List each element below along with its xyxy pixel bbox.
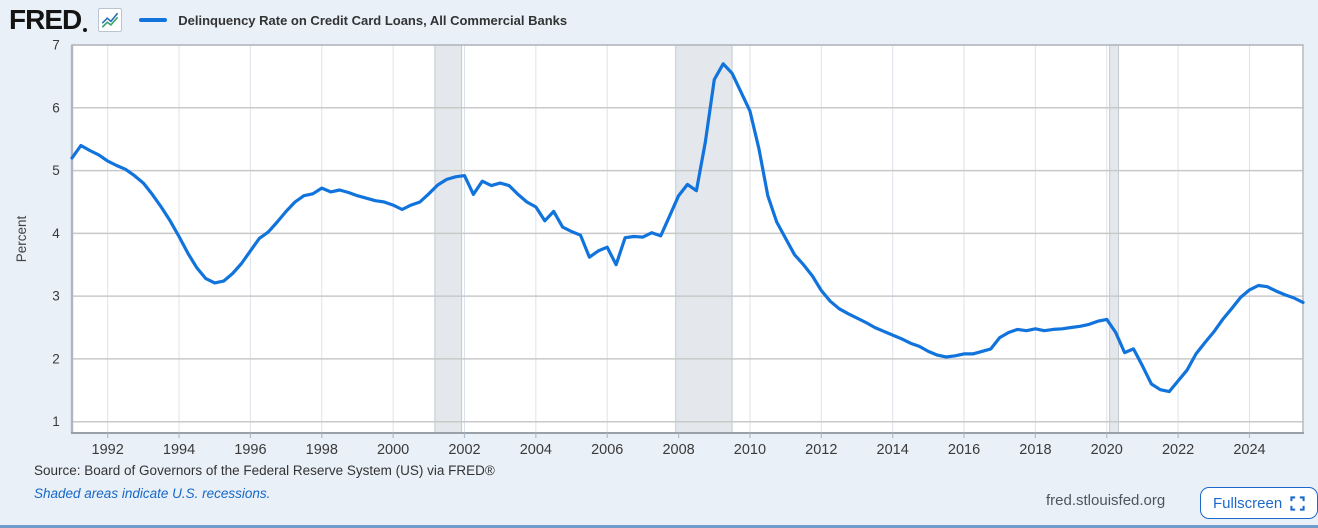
- recession-band: [1109, 45, 1119, 433]
- site-link[interactable]: fred.stlouisfed.org: [1046, 492, 1166, 509]
- x-tick-label: 2000: [377, 442, 409, 458]
- delinquency-chart[interactable]: 1992 1994 1996 1998 2000 2002 2004 2006 2008 2010…: [0, 0, 1318, 462]
- x-tick-label: 2008: [662, 442, 694, 458]
- fullscreen-button[interactable]: Fullscreen: [1200, 487, 1318, 519]
- x-tick-label: 2022: [1162, 442, 1194, 458]
- x-tick-label: 1996: [234, 442, 266, 458]
- fullscreen-icon: [1290, 495, 1305, 511]
- x-tick-label: 2014: [877, 442, 909, 458]
- fullscreen-button-label: Fullscreen: [1213, 494, 1283, 512]
- y-tick-label: 5: [52, 163, 60, 178]
- y-tick-label: 4: [52, 226, 60, 241]
- y-tick-label: 2: [52, 351, 60, 366]
- x-tick-label: 2016: [948, 442, 980, 458]
- source-text: Source: Board of Governors of the Federa…: [34, 463, 495, 478]
- series-legend-swatch: [139, 18, 168, 22]
- fred-logo-text: FRED: [9, 4, 82, 35]
- y-tick-label: 1: [52, 414, 60, 429]
- x-tick-label: 1994: [163, 442, 195, 458]
- y-tick-label: 3: [52, 289, 60, 304]
- x-tick-label: 2024: [1233, 442, 1265, 458]
- y-axis-label: Percent: [14, 215, 29, 262]
- x-tick-label: 2018: [1019, 442, 1051, 458]
- x-tick-label: 2004: [520, 442, 552, 458]
- recession-band: [434, 45, 462, 433]
- fred-logo[interactable]: FRED: [9, 4, 88, 35]
- bottom-border-bar: [0, 525, 1318, 528]
- x-tick-label: 2020: [1091, 442, 1123, 458]
- chart-header: FRED Delinquency Rate on Credit Card Loa…: [0, 0, 1318, 40]
- series-title: Delinquency Rate on Credit Card Loans, A…: [178, 12, 568, 28]
- x-tick-label: 2010: [734, 442, 766, 458]
- series-line[interactable]: [70, 62, 1305, 394]
- line-chart-icon: [98, 8, 123, 32]
- x-tick-label: 2006: [591, 442, 623, 458]
- recession-band: [675, 45, 733, 433]
- y-tick-label: 6: [52, 100, 60, 115]
- registered-mark-icon: [83, 28, 88, 32]
- x-tick-label: 2002: [448, 442, 480, 458]
- x-tick-label: 1992: [92, 442, 124, 458]
- recession-note-link[interactable]: Shaded areas indicate U.S. recessions.: [34, 486, 271, 501]
- y-tick-label: 7: [52, 38, 60, 53]
- x-tick-label: 2012: [805, 442, 837, 458]
- x-tick-label: 1998: [306, 442, 338, 458]
